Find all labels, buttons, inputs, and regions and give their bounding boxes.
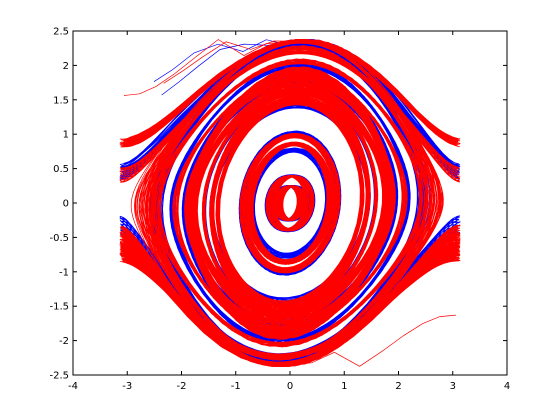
series-red-line [191,83,389,324]
y-tick-label: -0.5 [49,233,69,244]
x-tick-label: 0 [287,381,293,392]
x-tick-label: -4 [68,381,78,392]
y-tick-label: 0.5 [53,164,69,175]
y-tick-label: -1 [59,267,69,278]
series-red-line [201,86,379,320]
y-tick-label: -1.5 [49,302,69,313]
y-tick-label: 1 [63,130,69,141]
series-red [119,38,461,368]
series-red-line [215,98,365,308]
x-tick-label: -3 [122,381,132,392]
axis-ticks [72,30,508,376]
y-tick-label: 2 [63,61,69,72]
series-red-line [119,50,461,183]
series-red-line [209,95,371,312]
y-tick-label: 1.5 [53,95,69,106]
series-red-line [190,73,390,333]
y-tick-label: -2.5 [49,371,69,382]
x-tick-labels: -4 -3 -2 -1 0 1 2 3 4 [68,381,510,392]
series-red-line [274,185,306,222]
x-tick-label: 3 [450,381,456,392]
x-tick-label: 1 [341,381,347,392]
series-blue-line [238,130,342,276]
series-red-line [119,251,461,361]
series-red-line [265,174,315,232]
axes-frame [72,30,508,376]
y-tick-labels: -2.5 -2 -1.5 -1 -0.5 0 0.5 1 1.5 2 2.5 [49,27,69,382]
series-blue-line [169,61,411,345]
series-red-line [151,58,429,348]
x-tick-label: 4 [504,381,510,392]
trajectory-layer [119,38,461,368]
x-tick-label: 2 [395,381,401,392]
y-tick-label: 2.5 [53,27,69,38]
series-red-line [119,232,461,368]
series-red-line [239,132,341,274]
series-red-line [186,66,394,340]
y-tick-label: -2 [59,336,69,347]
x-tick-label: -2 [177,381,187,392]
x-tick-label: -1 [231,381,241,392]
y-tick-label: 0 [63,199,69,210]
series-red-line [189,67,391,339]
